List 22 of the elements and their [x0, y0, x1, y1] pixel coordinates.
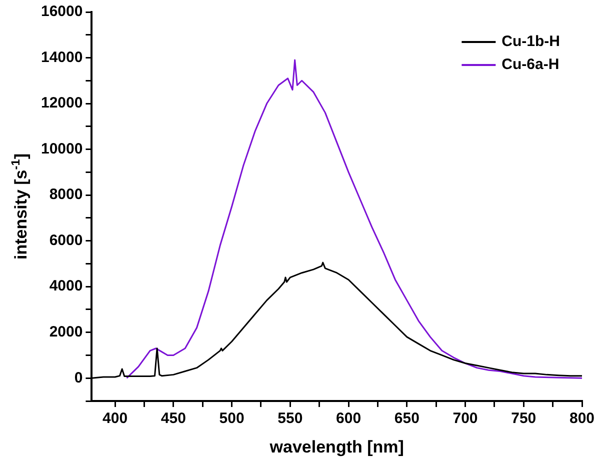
x-tick-label: 400 — [102, 410, 128, 428]
x-tick-label: 800 — [569, 410, 595, 428]
y-tick-label: 0 — [74, 369, 83, 386]
y-tick-label: 14000 — [40, 48, 83, 66]
y-tick-label: 12000 — [40, 94, 83, 112]
x-tick-label: 500 — [219, 410, 244, 428]
legend-label: Cu-1b-H — [502, 33, 560, 50]
legend-label: Cu-6a-H — [502, 56, 560, 74]
y-tick-label: 4000 — [49, 278, 83, 295]
x-tick-label: 700 — [452, 410, 478, 428]
y-tick-label: 6000 — [49, 232, 83, 249]
y-tick-label: 16000 — [40, 3, 83, 20]
x-tick-label: 450 — [160, 410, 186, 428]
x-axis-title: wavelength [nm] — [268, 438, 404, 457]
y-axis-title: intensity [s-1] — [8, 154, 31, 260]
x-tick-label: 650 — [394, 410, 420, 428]
y-tick-label: 8000 — [49, 186, 83, 204]
x-tick-label: 600 — [336, 410, 362, 428]
y-tick-label: 2000 — [49, 323, 83, 340]
y-tick-label: 10000 — [40, 140, 83, 158]
x-tick-label: 550 — [278, 410, 303, 428]
x-tick-label: 750 — [511, 410, 536, 428]
